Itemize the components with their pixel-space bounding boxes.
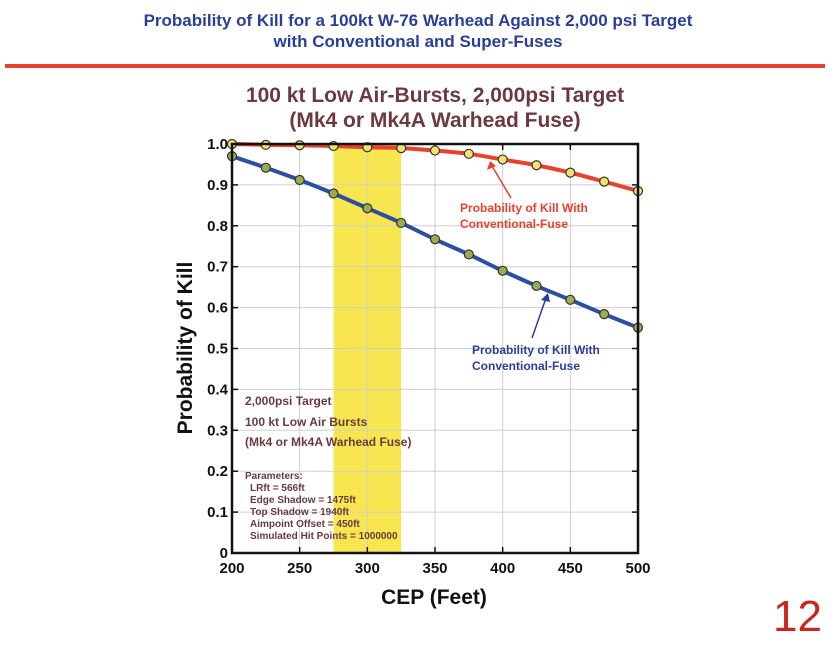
parameter-item: Aimpoint Offset = 450ft [250, 519, 360, 530]
red-series-annotation: Probability of Kill With Conventional-Fu… [460, 161, 588, 231]
x-axis-title: CEP (Feet) [381, 586, 487, 609]
info-target: 2,000psi Target [245, 394, 331, 408]
red-annotation-line1: Probability of Kill With [460, 201, 588, 215]
info-fuse: (Mk4 or Mk4A Warhead Fuse) [245, 435, 411, 449]
x-tick-label: 400 [490, 560, 515, 577]
red-series-point [463, 148, 474, 159]
parameters-title: Parameters: [245, 471, 303, 482]
blue-series-point [463, 249, 474, 260]
chart-title-line2: (Mk4 or Mk4A Warhead Fuse) [289, 109, 581, 132]
blue-series-point [294, 174, 305, 186]
red-annotation-line2: Conventional-Fuse [460, 217, 568, 231]
blue-annotation-arrowhead [541, 293, 550, 302]
slide-title-line2: with Conventional and Super-Fuses [273, 32, 563, 51]
blue-series-point [565, 294, 576, 305]
y-tick-label: 1.0 [207, 136, 228, 153]
chart-title: 100 kt Low Air-Bursts, 2,000psi Target (… [190, 83, 680, 133]
slide-title: Probability of Kill for a 100kt W-76 War… [0, 10, 836, 52]
y-tick-label: 0.3 [207, 422, 228, 439]
blue-series-point [497, 265, 508, 276]
red-annotation-arrowhead [487, 161, 496, 170]
red-annotation-arrow [491, 165, 512, 199]
blue-series-point [429, 234, 441, 245]
slide-title-line1: Probability of Kill for a 100kt W-76 War… [143, 11, 693, 30]
y-tick-label: 0.9 [207, 177, 228, 194]
page-number: 12 [773, 592, 822, 641]
x-tick-label: 250 [287, 560, 312, 577]
parameter-item: Edge Shadow = 1475ft [250, 495, 357, 506]
y-tick-label: 0.8 [207, 218, 228, 235]
red-series-point [531, 160, 542, 171]
blue-annotation-arrow [531, 297, 547, 339]
red-series-point [599, 176, 610, 187]
y-tick-label: 0.6 [207, 300, 228, 317]
info-burst: 100 kt Low Air Bursts [245, 415, 368, 429]
x-tick-label: 300 [355, 560, 380, 577]
parameter-item: LRft = 566ft [250, 483, 305, 494]
blue-series-point [531, 280, 542, 292]
red-series-point [429, 145, 441, 156]
parameter-item: Top Shadow = 1940ft [250, 507, 350, 518]
blue-series-point [396, 217, 407, 229]
info-block: 2,000psi Target 100 kt Low Air Bursts (M… [245, 394, 411, 449]
red-series-point [565, 167, 576, 178]
title-divider [5, 64, 825, 68]
x-tick-label: 450 [558, 560, 583, 577]
blue-annotation-line2: Conventional-Fuse [472, 359, 580, 373]
y-tick-label: 0.2 [207, 463, 228, 480]
blue-series-point [599, 309, 610, 320]
blue-series-annotation: Probability of Kill With Conventional-Fu… [472, 293, 600, 373]
blue-series-point [260, 162, 271, 173]
y-axis-title: Probability of Kill [174, 262, 197, 435]
blue-series-point [328, 188, 339, 199]
parameter-item: Simulated Hit Points = 1000000 [250, 531, 398, 542]
parameters-block: Parameters: LRft = 566ft Edge Shadow = 1… [245, 471, 398, 542]
x-tick-label: 200 [219, 560, 244, 577]
blue-annotation-line1: Probability of Kill With [472, 343, 600, 357]
y-tick-label: 0 [220, 545, 228, 562]
blue-series-point [362, 203, 373, 214]
chart-title-line1: 100 kt Low Air-Bursts, 2,000psi Target [245, 84, 625, 107]
x-tick-label: 500 [625, 560, 650, 577]
y-tick-label: 0.5 [207, 341, 228, 358]
x-tick-label: 350 [422, 560, 447, 577]
y-tick-label: 0.1 [207, 504, 228, 521]
y-tick-label: 0.7 [207, 259, 228, 276]
y-tick-label: 0.4 [207, 381, 229, 398]
plot-frame [230, 142, 640, 555]
red-series-point [497, 154, 508, 165]
